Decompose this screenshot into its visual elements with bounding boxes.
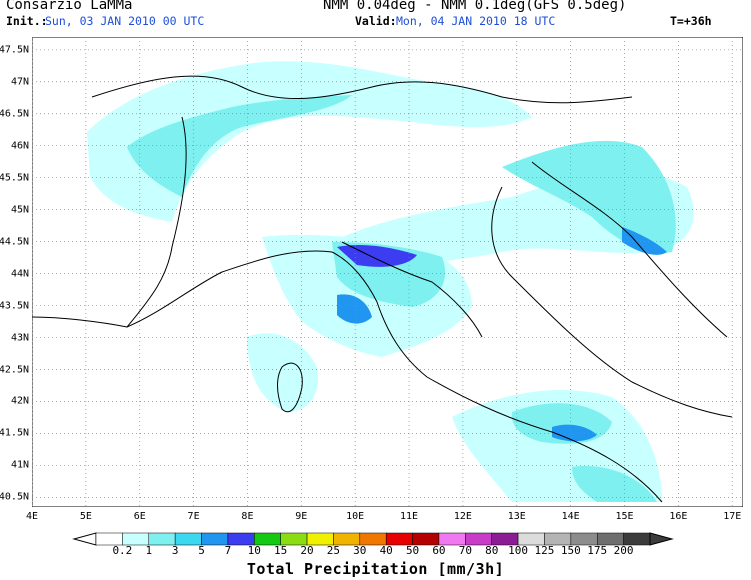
lat-label: 41N	[10, 459, 29, 471]
coastline-adriatic	[491, 186, 733, 418]
legend-tick: 200	[613, 544, 634, 557]
lon-label: 15E	[615, 511, 634, 522]
lat-label: 41.5N	[0, 427, 29, 439]
legend-high-arrow	[649, 532, 674, 546]
precip-croatia	[502, 140, 676, 253]
lat-label: 47N	[10, 76, 29, 88]
org-title: Consarzio LaMMa	[6, 0, 133, 13]
border-regions	[341, 241, 483, 338]
lat-label: 44N	[10, 268, 29, 280]
lon-label: 14E	[561, 511, 580, 522]
init-value: Sun, 03 JAN 2010 00 UTC	[45, 14, 205, 28]
lon-label: 9E	[295, 511, 308, 522]
lat-label: 44.5N	[0, 236, 29, 248]
lon-label: 6E	[133, 511, 146, 522]
legend-tick: 100	[508, 544, 529, 557]
legend-title: Total Precipitation [mm/3h]	[246, 560, 505, 578]
legend-tick: 60	[432, 544, 446, 557]
precip-alps	[87, 61, 532, 222]
legend-tick: 25	[326, 544, 341, 557]
legend-tick: 30	[353, 544, 367, 557]
precipitation-field	[87, 61, 694, 502]
lon-label: 7E	[187, 511, 200, 522]
precip-corsica	[247, 333, 318, 412]
lon-label: 10E	[346, 511, 365, 522]
valid-value: Mon, 04 JAN 2010 18 UTC	[396, 14, 556, 28]
lead-time: T=+36h	[670, 14, 712, 28]
border-alps	[91, 75, 633, 104]
legend-tick: 3	[171, 544, 179, 557]
legend-tick: 70	[458, 544, 472, 557]
legend-tick: 175	[587, 544, 608, 557]
precip-coast-core	[337, 294, 372, 324]
coastline-croatia	[531, 161, 728, 338]
legend-tick: 40	[379, 544, 393, 557]
legend-tick: 150	[560, 544, 581, 557]
lat-label: 46N	[10, 140, 29, 152]
lon-label: 11E	[400, 511, 419, 522]
legend-tick: 15	[274, 544, 288, 557]
precip-croatia-core	[622, 227, 667, 255]
lon-label: 16E	[669, 511, 688, 522]
coastline-italy	[32, 250, 663, 503]
precip-tuscany-core	[337, 244, 417, 267]
legend-tick: 5	[198, 544, 205, 557]
lat-label: 46.5N	[0, 108, 29, 120]
model-title: NMM 0.04deg - NMM 0.1deg(GFS 0.5deg)	[323, 0, 627, 13]
coastline-corsica	[277, 362, 303, 413]
lat-label: 42N	[10, 395, 29, 407]
lon-label: 4E	[25, 511, 39, 522]
coastlines	[32, 75, 733, 503]
lon-label: 17E	[723, 511, 742, 522]
valid-label: Valid:	[355, 14, 397, 28]
legend-tick: 10	[247, 544, 261, 557]
init-label: Init.:	[6, 14, 48, 28]
precipitation-legend	[72, 532, 674, 546]
lat-label: 43.5N	[0, 300, 29, 312]
lat-label: 40.5N	[0, 491, 29, 503]
lat-label: 45.5N	[0, 172, 29, 184]
legend-tick: 125	[534, 544, 555, 557]
border-west	[126, 116, 187, 328]
legend-tick: 20	[300, 544, 314, 557]
legend-tick: 7	[224, 544, 232, 557]
lon-label: 12E	[453, 511, 472, 522]
lon-label: 5E	[79, 511, 92, 522]
precip-campania	[572, 466, 657, 502]
lat-lon-grid	[32, 37, 743, 507]
lat-label: 47.5N	[0, 44, 29, 56]
lat-label: 45N	[10, 204, 29, 216]
legend-tick: 80	[485, 544, 499, 557]
lon-label: 13E	[507, 511, 526, 522]
lat-label: 43N	[10, 332, 29, 344]
lon-label: 8E	[241, 511, 254, 522]
legend-tick: 1	[145, 544, 153, 557]
legend-tick: 0.2	[112, 544, 133, 557]
precip-south-core	[552, 424, 597, 442]
precipitation-map	[32, 37, 743, 507]
legend-low-arrow	[72, 532, 97, 546]
lat-label: 42.5N	[0, 364, 29, 376]
legend-tick: 50	[405, 544, 420, 557]
